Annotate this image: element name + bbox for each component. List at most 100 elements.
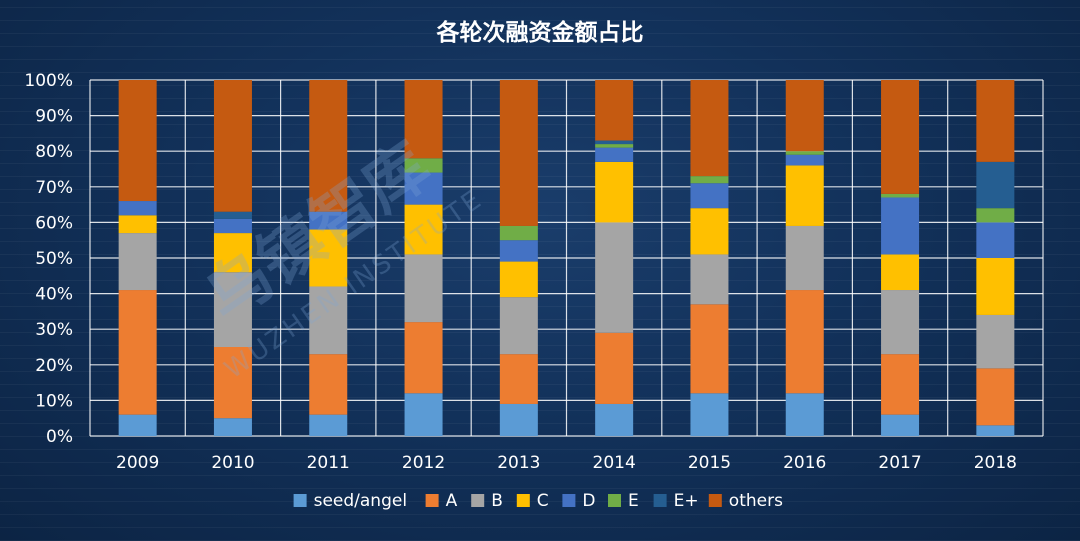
bar-segment-A	[785, 290, 824, 394]
bar-segment-B	[213, 272, 252, 347]
bar-segment-C	[404, 204, 443, 255]
bars	[118, 80, 1015, 436]
bar-stack-2013	[499, 80, 538, 436]
y-tick-label: 70%	[35, 178, 73, 198]
y-tick-label: 0%	[46, 427, 73, 447]
bar-segment-B	[785, 225, 824, 291]
x-tick-label: 2013	[497, 453, 540, 473]
bar-segment-seed-angel	[690, 393, 729, 436]
bar-segment-A	[690, 304, 729, 394]
bar-segment-C	[690, 208, 729, 255]
bar-segment-others	[118, 80, 157, 202]
bar-stack-2009	[118, 80, 157, 436]
legend-swatch	[562, 494, 576, 507]
bar-segment-D	[690, 183, 729, 209]
x-tick-label: 2016	[783, 453, 826, 473]
bar-segment-E	[976, 208, 1015, 223]
bar-segment-B	[118, 233, 157, 291]
legend-item: C	[516, 491, 549, 511]
bar-segment-E	[881, 193, 920, 198]
bar-segment-B	[404, 254, 443, 323]
legend-swatch	[293, 494, 307, 507]
bar-segment-A	[499, 354, 538, 404]
chart-title: 各轮次融资金额占比	[436, 19, 644, 46]
bar-segment-D	[118, 201, 157, 216]
bar-segment-D	[309, 211, 348, 230]
bar-segment-Eplus	[976, 161, 1015, 209]
legend-label: E	[628, 491, 639, 511]
legend-swatch	[708, 494, 722, 507]
bar-segment-others	[595, 80, 634, 141]
bar-segment-C	[785, 165, 824, 226]
bar-segment-D	[213, 218, 252, 234]
legend-item: B	[471, 491, 503, 511]
legend-label: seed/angel	[314, 491, 407, 511]
x-tick-label: 2018	[974, 453, 1017, 473]
bar-segment-seed-angel	[213, 418, 252, 436]
y-axis: 0% 10% 20% 30% 40% 50% 60% 70% 80% 90% 100%	[24, 71, 73, 447]
bar-stack-2010	[213, 80, 252, 436]
x-tick-label: 2009	[116, 453, 159, 473]
y-tick-label: 60%	[35, 213, 73, 233]
bar-segment-E	[499, 225, 538, 241]
bar-segment-seed-angel	[499, 403, 538, 436]
bar-segment-seed-angel	[785, 393, 824, 436]
legend-label: others	[729, 491, 783, 511]
bar-stack-2016	[785, 80, 824, 436]
legend-swatch	[516, 494, 530, 507]
legend-item: A	[425, 491, 458, 511]
bar-segment-Eplus	[213, 211, 252, 219]
bar-segment-B	[499, 297, 538, 355]
bar-segment-others	[309, 80, 348, 212]
bar-segment-C	[118, 215, 157, 234]
bar-segment-Eplus	[595, 140, 634, 145]
legend-swatch	[608, 494, 621, 507]
x-tick-label: 2015	[688, 453, 731, 473]
bar-segment-others	[881, 80, 920, 194]
y-tick-label: 50%	[35, 249, 73, 269]
bar-segment-others	[404, 80, 443, 159]
bar-segment-A	[881, 354, 920, 415]
x-tick-label: 2011	[307, 453, 350, 473]
legend-item: seed/angel	[293, 491, 407, 511]
bar-segment-B	[690, 254, 729, 305]
bar-segment-C	[881, 254, 920, 291]
legend-item: E+	[653, 491, 699, 511]
bar-segment-D	[785, 154, 824, 166]
y-tick-label: 90%	[35, 107, 73, 127]
y-tick-label: 30%	[35, 320, 73, 340]
x-tick-label: 2014	[593, 453, 636, 473]
bar-segment-E	[690, 176, 729, 184]
bar-segment-B	[976, 314, 1015, 369]
x-tick-label: 2017	[878, 453, 921, 473]
legend-item: others	[708, 491, 783, 511]
bar-stack-2014	[595, 80, 634, 436]
bar-segment-seed-angel	[118, 414, 157, 436]
bar-segment-A	[309, 354, 348, 415]
bar-segment-A	[118, 290, 157, 415]
y-tick-label: 10%	[35, 391, 73, 411]
y-tick-label: 80%	[35, 142, 73, 162]
bar-segment-seed-angel	[404, 393, 443, 436]
bar-segment-seed-angel	[976, 425, 1015, 436]
legend-swatch	[471, 494, 485, 507]
legend-swatch	[653, 494, 667, 507]
x-tick-label: 2012	[402, 453, 445, 473]
bar-segment-C	[976, 258, 1015, 315]
y-tick-label: 40%	[35, 285, 73, 305]
bar-segment-seed-angel	[595, 403, 634, 436]
bar-stack-2012	[404, 80, 443, 436]
bar-segment-C	[213, 233, 252, 273]
legend: seed/angel A B C D E E+ others	[293, 491, 783, 511]
legend-item: E	[608, 491, 639, 511]
legend-label: E+	[674, 491, 699, 511]
bar-segment-C	[595, 161, 634, 223]
legend-swatch	[425, 494, 439, 507]
bar-stack-2015	[690, 80, 729, 436]
bar-segment-others	[976, 80, 1015, 162]
x-tick-label: 2010	[211, 453, 254, 473]
legend-label: A	[446, 491, 458, 511]
bar-stack-2011	[309, 80, 348, 436]
y-tick-label: 20%	[35, 356, 73, 376]
